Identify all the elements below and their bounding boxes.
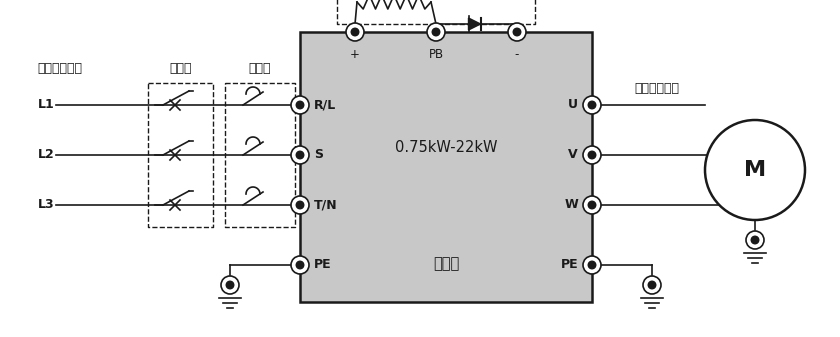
- Text: S: S: [314, 149, 323, 161]
- Text: -: -: [515, 48, 519, 61]
- Circle shape: [427, 23, 445, 41]
- Circle shape: [297, 101, 304, 109]
- Text: PE: PE: [560, 258, 578, 272]
- Circle shape: [297, 201, 304, 209]
- Text: +: +: [350, 48, 360, 61]
- Circle shape: [221, 276, 239, 294]
- Circle shape: [588, 101, 596, 109]
- Circle shape: [351, 28, 359, 36]
- Text: 主电路: 主电路: [433, 256, 459, 272]
- Circle shape: [588, 261, 596, 269]
- Text: V: V: [569, 149, 578, 161]
- Circle shape: [226, 281, 234, 289]
- Circle shape: [751, 236, 759, 244]
- Circle shape: [297, 151, 304, 159]
- Text: L3: L3: [38, 198, 55, 212]
- Text: R/L: R/L: [314, 98, 336, 112]
- Text: PE: PE: [314, 258, 332, 272]
- Circle shape: [346, 23, 364, 41]
- Circle shape: [583, 256, 601, 274]
- Circle shape: [291, 146, 309, 164]
- Text: L1: L1: [38, 98, 55, 112]
- Circle shape: [291, 256, 309, 274]
- Text: W: W: [564, 198, 578, 212]
- Circle shape: [297, 261, 304, 269]
- Circle shape: [583, 146, 601, 164]
- Circle shape: [588, 201, 596, 209]
- Text: 变频输出端子: 变频输出端子: [634, 82, 680, 94]
- Circle shape: [508, 23, 526, 41]
- Circle shape: [291, 96, 309, 114]
- Circle shape: [583, 96, 601, 114]
- Text: PB: PB: [428, 48, 444, 61]
- Text: L2: L2: [38, 149, 55, 161]
- Circle shape: [705, 120, 805, 220]
- Text: U: U: [568, 98, 578, 112]
- Circle shape: [433, 28, 440, 36]
- Circle shape: [583, 196, 601, 214]
- Circle shape: [291, 196, 309, 214]
- Bar: [300, 32, 592, 302]
- Text: T/N: T/N: [314, 198, 338, 212]
- Text: 电源输入端子: 电源输入端子: [38, 61, 82, 74]
- Text: 断路器: 断路器: [169, 61, 192, 74]
- Polygon shape: [469, 18, 480, 30]
- Circle shape: [588, 151, 596, 159]
- Circle shape: [746, 231, 764, 249]
- Text: 接触器: 接触器: [249, 61, 271, 74]
- Text: 0.75kW-22kW: 0.75kW-22kW: [395, 140, 497, 154]
- Circle shape: [513, 28, 521, 36]
- Circle shape: [648, 281, 656, 289]
- Text: M: M: [744, 160, 766, 180]
- Circle shape: [643, 276, 661, 294]
